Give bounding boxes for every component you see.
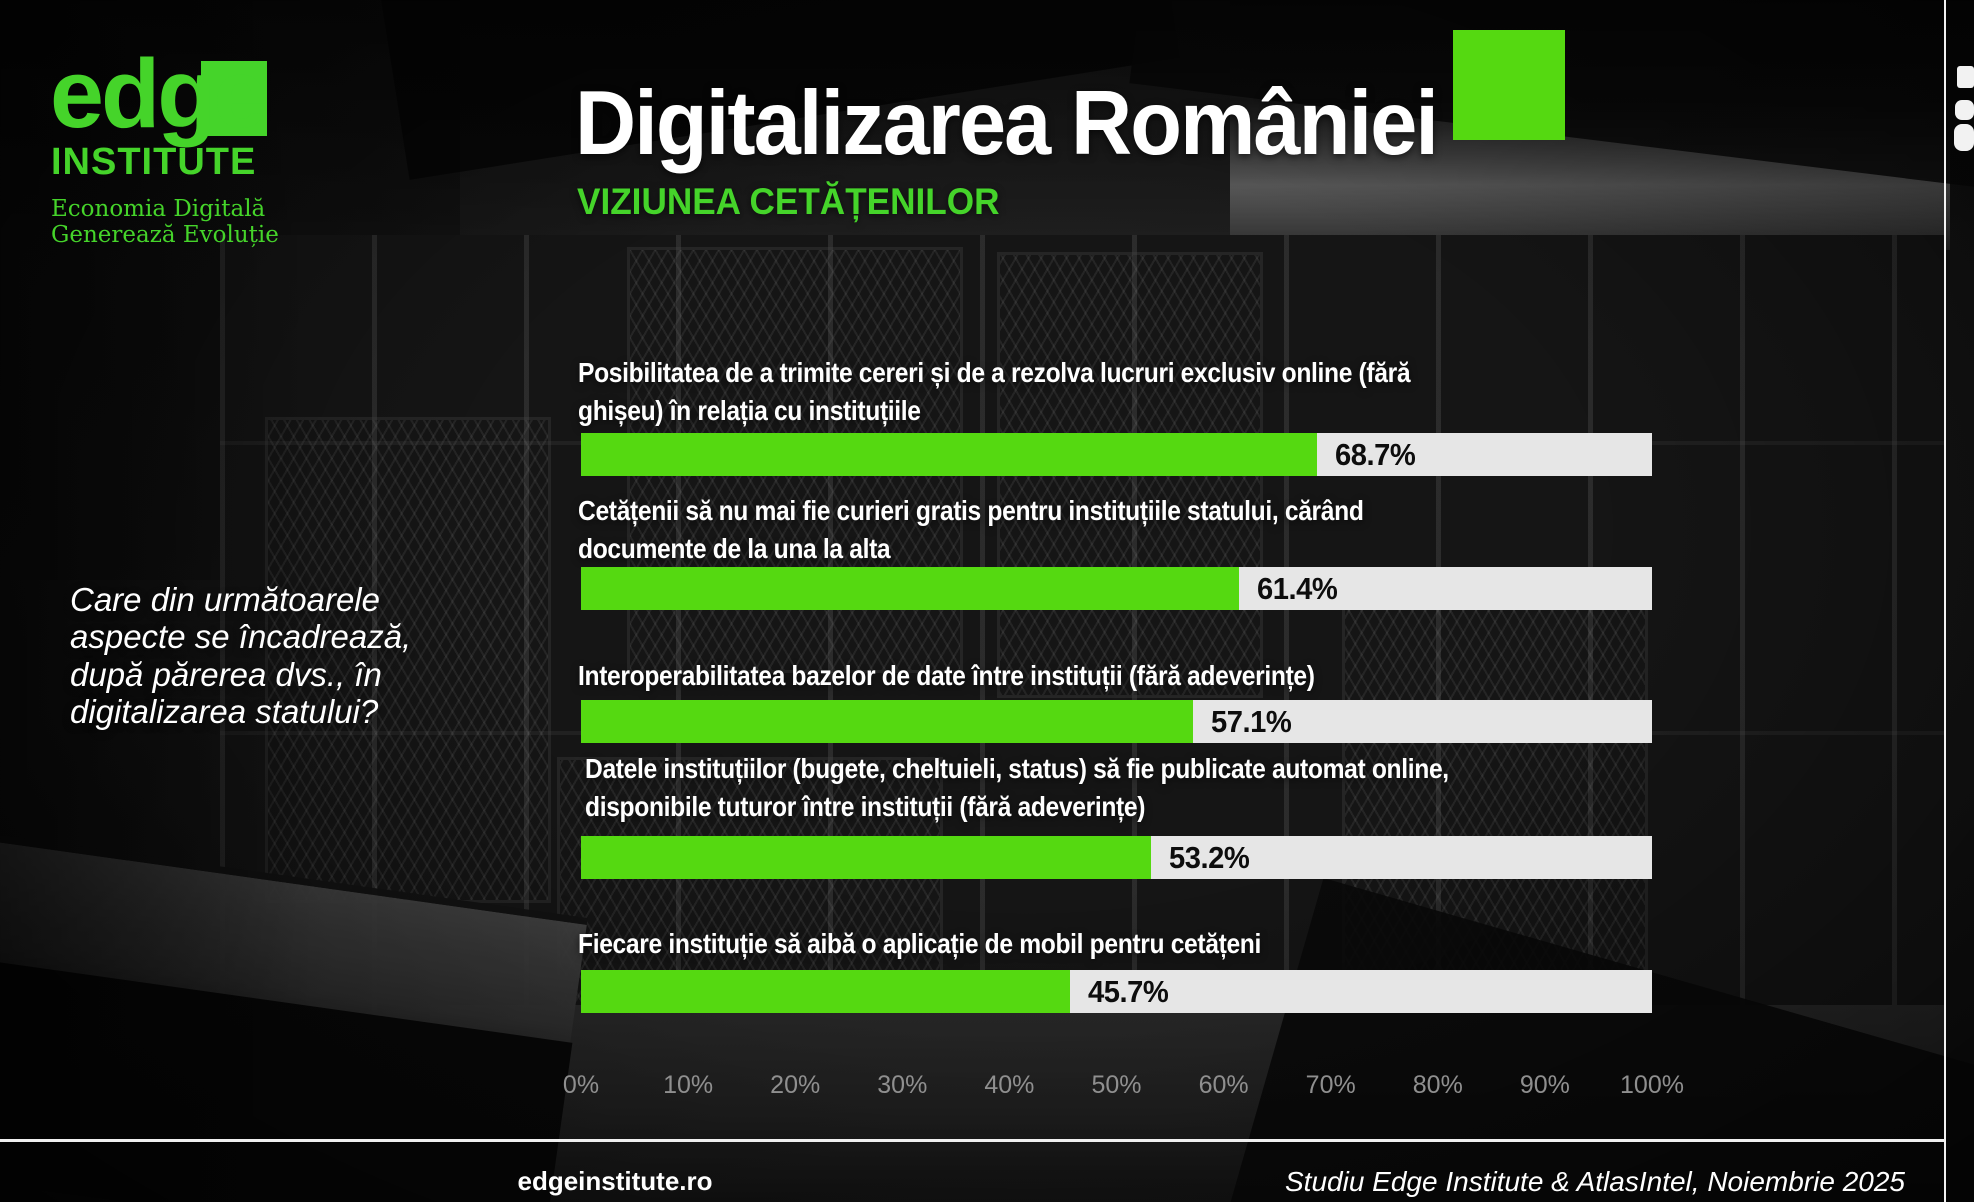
x-axis-tick-label: 100%: [1620, 1071, 1684, 1099]
x-axis-tick-label: 60%: [1198, 1071, 1249, 1099]
bar-category-label: Cetățenii să nu mai fie curieri gratis p…: [578, 495, 1364, 564]
bar-fill: [581, 836, 1151, 879]
x-axis-tick-label: 90%: [1519, 1071, 1570, 1099]
bar-fill: [581, 700, 1193, 743]
next-page-text-fragment: [1955, 100, 1974, 120]
page-title: Digitalizarea României: [575, 73, 1439, 174]
x-axis-tick-label: 0%: [562, 1071, 600, 1099]
logo-institute-label: INSTITUTE: [51, 141, 257, 183]
bar-value-label: 53.2%: [1168, 839, 1250, 875]
x-axis: 0% 10% 20% 30% 40% 50% 60% 70% 80% 90% 100%: [563, 1071, 1684, 1104]
bar-value-label: 45.7%: [1088, 973, 1169, 1009]
x-axis-tick-label: 50%: [1091, 1071, 1142, 1099]
x-axis-tick-label: 40%: [984, 1071, 1035, 1099]
bar-category-label: Datele instituțiilor (bugete, cheltuieli…: [585, 753, 1449, 822]
bar-track: 45.7%: [581, 970, 1652, 1013]
x-axis-tick-label: 80%: [1412, 1071, 1463, 1099]
survey-question-line: Care din următoarele: [70, 581, 380, 618]
bar-track: 68.7%: [581, 433, 1652, 476]
logo-wordmark: edge: [50, 39, 267, 148]
bar-value-label: 61.4%: [1256, 570, 1338, 606]
next-page-text-fragment: [1954, 124, 1974, 151]
logo-green-square: [201, 61, 267, 136]
brand-tagline-line1: Economia Digitală: [51, 196, 266, 222]
footer-website: edgeinstitute.ro: [517, 1166, 713, 1196]
bar-category-label: Interoperabilitatea bazelor de date într…: [578, 660, 1315, 691]
footer-divider: [0, 1139, 1944, 1142]
x-axis-tick-label: 70%: [1305, 1071, 1356, 1099]
survey-question-line: digitalizarea statului?: [70, 692, 379, 730]
brand-tagline-line2: Generează Evoluție: [51, 221, 279, 248]
page-edge-line: [1944, 0, 1946, 1202]
bar-track: 53.2%: [581, 836, 1652, 879]
bar-category-label: Fiecare instituție să aibă o aplicație d…: [578, 928, 1262, 959]
survey-question-line: aspecte se încadrează,: [70, 618, 412, 656]
page-subtitle: VIZIUNEA CETĂȚENILOR: [577, 181, 1000, 222]
survey-question-line: după părerea dvs., în: [70, 655, 382, 693]
next-page-text-fragment: [1957, 66, 1974, 88]
title-green-square: [1453, 30, 1565, 140]
x-axis-tick-label: 30%: [877, 1071, 928, 1099]
survey-question: Care din următoarele aspecte se încadreaz…: [70, 581, 411, 730]
brand-tagline: Economia Digitală Generează Evoluție: [51, 196, 279, 248]
x-axis-tick-label: 20%: [770, 1071, 821, 1099]
bar-fill: [581, 567, 1239, 610]
footer-source-credit: Studiu Edge Institute & AtlasIntel, Noie…: [1285, 1166, 1905, 1197]
bar-category-label: Posibilitatea de a trimite cereri și de …: [578, 357, 1411, 426]
bar-track: 57.1%: [581, 700, 1652, 743]
x-axis-tick-label: 10%: [663, 1071, 714, 1099]
bar-fill: [581, 433, 1317, 476]
bar-value-label: 68.7%: [1334, 436, 1416, 472]
bar-value-label: 57.1%: [1210, 703, 1292, 739]
bar-track: 61.4%: [581, 567, 1652, 610]
bar-fill: [581, 970, 1071, 1013]
